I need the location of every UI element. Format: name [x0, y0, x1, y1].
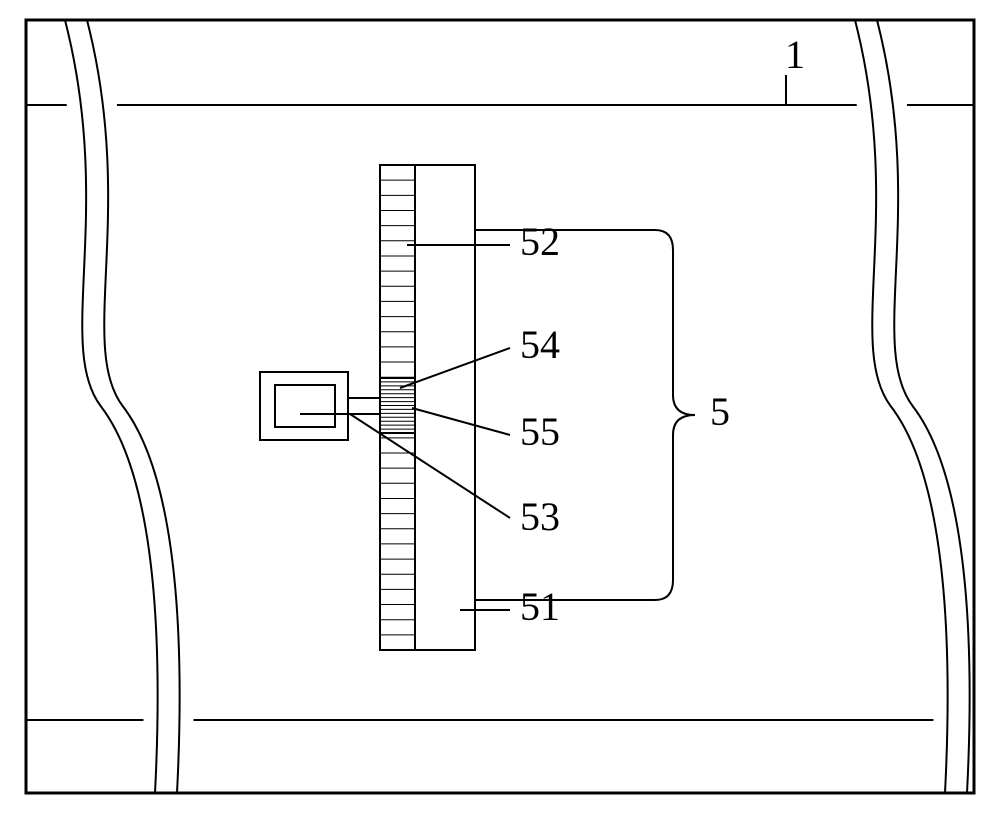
diagram-canvas: 1 52 54 55 53 51 5: [0, 0, 1000, 813]
label-52: 52: [520, 219, 560, 264]
part-51-body: [415, 165, 475, 650]
part-54-shaft: [348, 398, 380, 414]
label-55: 55: [520, 409, 560, 454]
part-53-motor-body: [275, 385, 335, 427]
label-5: 5: [710, 389, 730, 434]
label-51: 51: [520, 584, 560, 629]
label-53: 53: [520, 494, 560, 539]
label-54: 54: [520, 322, 560, 367]
label-1: 1: [785, 32, 805, 77]
brace-5: [655, 230, 695, 600]
